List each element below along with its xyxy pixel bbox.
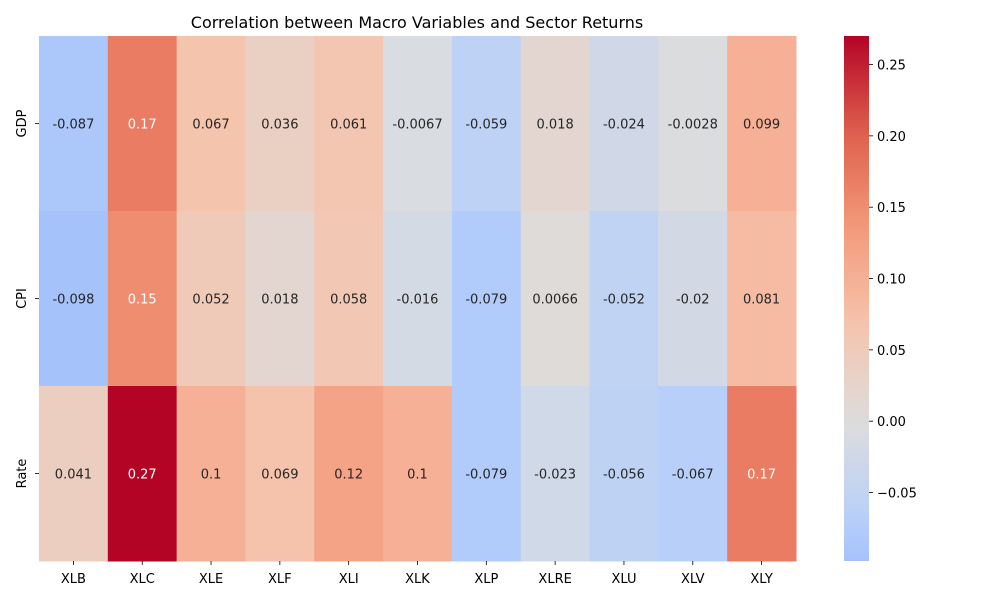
- x-tick-label: XLU: [611, 572, 636, 587]
- cell-value-label: -0.079: [465, 468, 507, 483]
- heatmap-cell: [176, 386, 246, 562]
- heatmap-cell: [314, 386, 384, 562]
- cell-value-label: -0.098: [52, 293, 94, 308]
- heatmap-cell: [451, 211, 522, 387]
- cell-value-label: 0.1: [407, 468, 428, 483]
- heatmap-cell: [245, 211, 315, 387]
- x-tick-label: XLB: [61, 572, 86, 587]
- cell-value-label: 0.17: [747, 468, 776, 483]
- heatmap-cell: [658, 386, 728, 562]
- colorbar-gradient: [844, 36, 869, 561]
- colorbar: −0.05 0.00 0.05 0.10 0.15 0.20 0.25: [844, 36, 917, 561]
- colorbar-tick-label: 0.05: [877, 344, 906, 359]
- cell-value-label: 0.17: [128, 118, 157, 133]
- y-tick-label: GDP: [15, 109, 30, 137]
- colorbar-tick-label: −0.05: [877, 487, 917, 502]
- cell-value-label: -0.087: [52, 118, 94, 133]
- cell-value-label: -0.024: [603, 118, 645, 133]
- cell-value-label: 0.27: [128, 468, 157, 483]
- heatmap-cell: [727, 386, 797, 562]
- cell-value-label: 0.041: [55, 468, 92, 483]
- cell-value-labels: -0.087 0.17 0.067 0.036 0.061 -0.0067 -0.059 0.…: [52, 118, 780, 483]
- chart-title: Correlation between Macro Variables and …: [191, 13, 643, 32]
- heatmap-cell: [520, 36, 591, 212]
- heatmap-cell: [107, 36, 178, 212]
- x-axis: XLB XLC XLE XLF XLI XLK XLP XLRE XLU XLV XLY: [61, 561, 773, 587]
- cell-value-label: 0.081: [743, 293, 780, 308]
- x-tick-label: XLV: [681, 572, 705, 587]
- cell-value-label: -0.0067: [392, 118, 442, 133]
- colorbar-tick-label: 0.20: [877, 130, 906, 145]
- cell-value-label: 0.018: [261, 293, 298, 308]
- heatmap-cell: [727, 36, 797, 212]
- cell-value-label: -0.079: [465, 293, 507, 308]
- heatmap-cell: [520, 386, 591, 562]
- x-tick-label: XLK: [405, 572, 430, 587]
- cell-value-label: 0.069: [261, 468, 298, 483]
- heatmap-cell: [658, 36, 728, 212]
- heatmap-cell: [520, 211, 591, 387]
- cell-value-label: 0.1: [201, 468, 222, 483]
- heatmap-cell: [589, 386, 659, 562]
- cell-value-label: 0.067: [192, 118, 229, 133]
- heatmap-cell: [245, 386, 315, 562]
- heatmap-cell: [176, 36, 246, 212]
- y-axis: GDP CPI Rate: [15, 109, 39, 488]
- cell-value-label: -0.0028: [668, 118, 718, 133]
- heatmap-cell: [727, 211, 797, 387]
- heatmap-cell: [245, 36, 315, 212]
- cell-value-label: 0.036: [261, 118, 298, 133]
- heatmap-cell: [107, 386, 178, 562]
- x-tick-label: XLI: [339, 572, 359, 587]
- colorbar-tick-label: 0.25: [877, 59, 906, 74]
- y-tick-label: Rate: [15, 459, 30, 489]
- colorbar-tick-label: 0.10: [877, 273, 906, 288]
- heatmap-cell: [39, 211, 109, 387]
- heatmap-cell: [383, 211, 453, 387]
- cell-value-label: 0.12: [334, 468, 363, 483]
- colorbar-tick-label: 0.15: [877, 201, 906, 216]
- x-tick-label: XLE: [199, 572, 223, 587]
- x-tick-label: XLRE: [538, 572, 571, 587]
- heatmap-cell: [314, 211, 384, 387]
- x-tick-label: XLC: [130, 572, 155, 587]
- y-tick-label: CPI: [15, 288, 30, 309]
- cell-value-label: 0.058: [330, 293, 367, 308]
- heatmap-cell: [589, 36, 659, 212]
- x-tick-label: XLP: [474, 572, 498, 587]
- heatmap-cell: [107, 211, 178, 387]
- heatmap-cell: [658, 211, 728, 387]
- cell-value-label: -0.059: [465, 118, 507, 133]
- heatmap-cell: [39, 386, 109, 562]
- cell-value-label: 0.052: [192, 293, 229, 308]
- cell-value-label: -0.067: [672, 468, 714, 483]
- heatmap-cell: [176, 211, 246, 387]
- heatmap-cell: [383, 36, 453, 212]
- heatmap-cell: [383, 386, 453, 562]
- heatmap-cell: [451, 36, 522, 212]
- x-tick-label: XLY: [750, 572, 772, 587]
- cell-value-label: 0.018: [537, 118, 574, 133]
- heatmap-cell: [589, 211, 659, 387]
- heatmap-cell: [39, 36, 109, 212]
- cell-value-label: 0.099: [743, 118, 780, 133]
- heatmap-cell: [451, 386, 522, 562]
- colorbar-tick-label: 0.00: [877, 415, 906, 430]
- cell-value-label: -0.052: [603, 293, 645, 308]
- cell-value-label: -0.023: [534, 468, 576, 483]
- heatmap-cell: [314, 36, 384, 212]
- cell-value-label: 0.15: [128, 293, 157, 308]
- cell-value-label: -0.02: [676, 293, 710, 308]
- cell-value-label: -0.016: [397, 293, 439, 308]
- cell-value-label: 0.0066: [532, 293, 578, 308]
- cell-value-label: -0.056: [603, 468, 645, 483]
- x-tick-label: XLF: [268, 572, 292, 587]
- heatmap-cells: [39, 36, 797, 562]
- cell-value-label: 0.061: [330, 118, 367, 133]
